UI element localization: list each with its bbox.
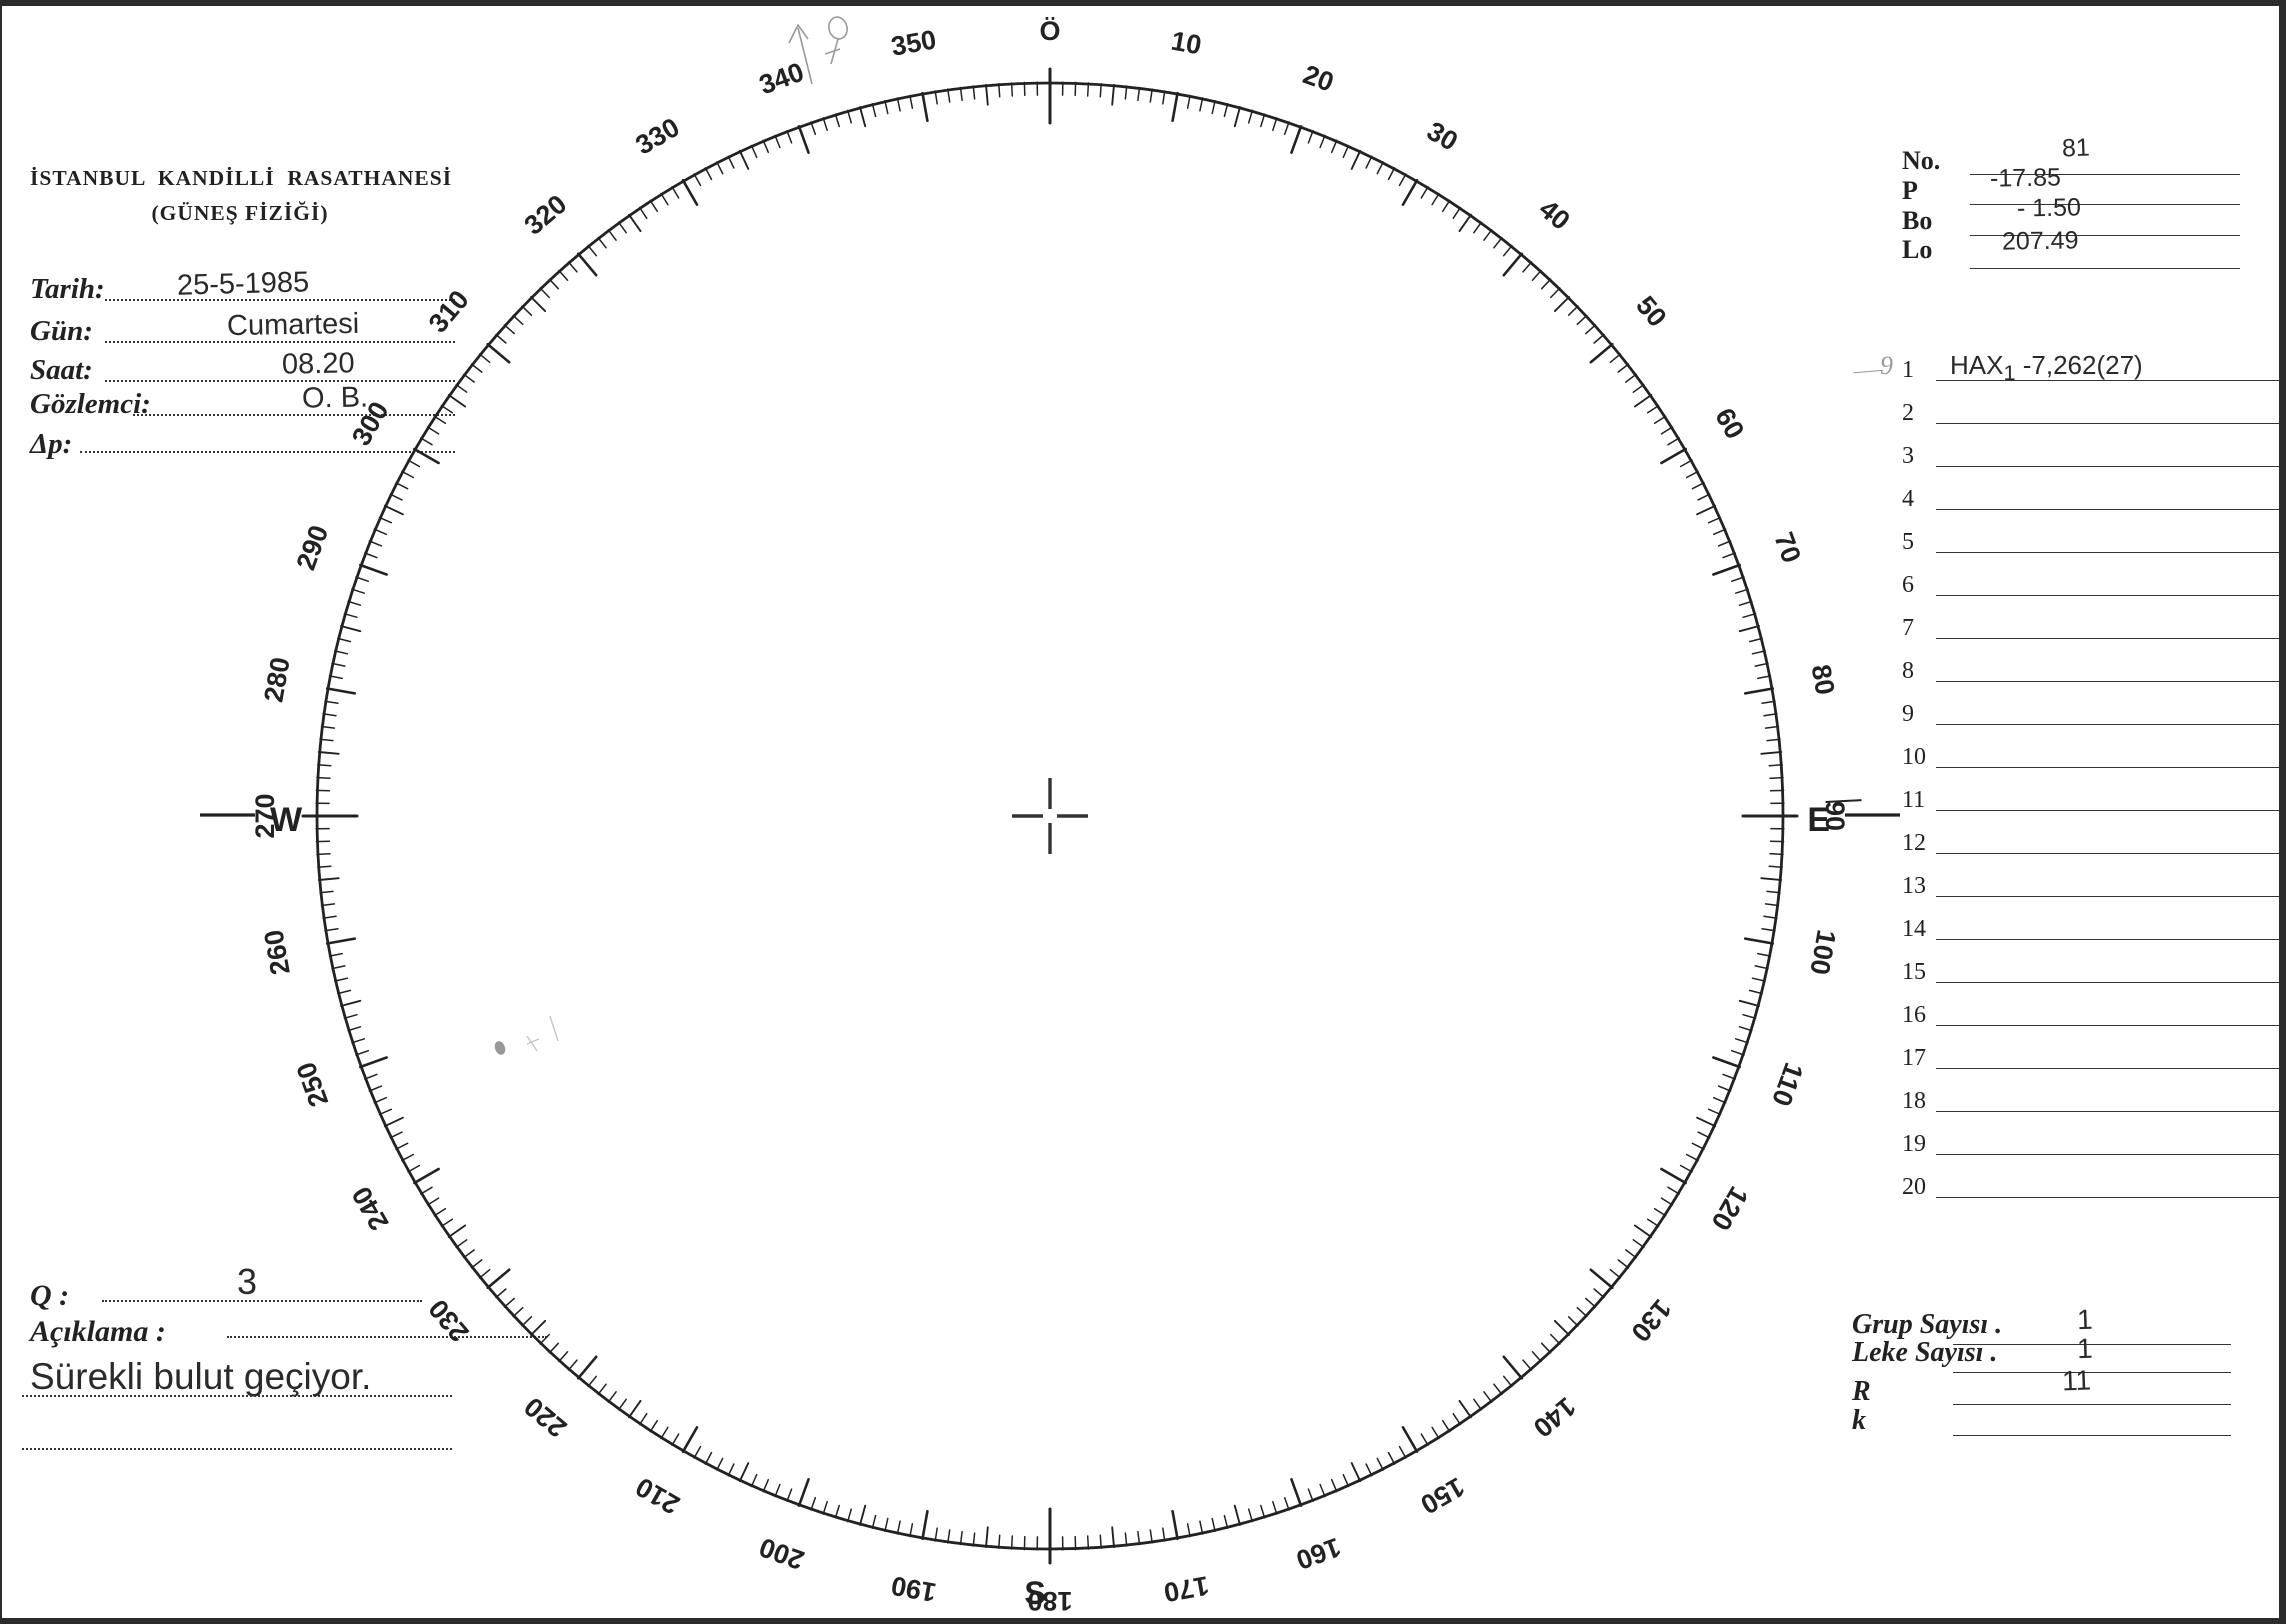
svg-text:250: 250 [291, 1058, 335, 1111]
svg-text:E: E [1807, 801, 1830, 839]
svg-text:160: 160 [1292, 1532, 1345, 1576]
svg-text:340: 340 [755, 57, 808, 101]
svg-text:100: 100 [1804, 928, 1841, 978]
svg-text:280: 280 [258, 655, 295, 705]
svg-text:Ö: Ö [1039, 16, 1060, 46]
svg-text:130: 130 [1625, 1294, 1677, 1348]
svg-text:320: 320 [519, 189, 573, 241]
svg-text:230: 230 [423, 1294, 475, 1348]
svg-text:110: 110 [1766, 1059, 1809, 1110]
svg-text:300: 300 [346, 397, 395, 451]
svg-text:140: 140 [1528, 1391, 1582, 1443]
svg-text:40: 40 [1533, 194, 1575, 236]
svg-text:70: 70 [1768, 528, 1806, 566]
svg-text:50: 50 [1630, 290, 1672, 332]
svg-text:30: 30 [1422, 116, 1463, 157]
svg-text:20: 20 [1299, 59, 1337, 97]
svg-text:350: 350 [889, 24, 939, 61]
svg-text:330: 330 [631, 112, 685, 161]
svg-text:W: W [270, 801, 303, 839]
svg-text:S: S [1024, 1575, 1045, 1611]
svg-text:60: 60 [1709, 403, 1750, 444]
svg-text:290: 290 [291, 521, 335, 574]
svg-text:120: 120 [1705, 1181, 1754, 1235]
svg-text:260: 260 [258, 928, 295, 978]
svg-text:170: 170 [1162, 1570, 1212, 1607]
svg-text:220: 220 [519, 1391, 573, 1443]
svg-text:200: 200 [755, 1532, 808, 1576]
svg-text:210: 210 [631, 1471, 685, 1520]
svg-text:310: 310 [423, 285, 475, 339]
svg-text:80: 80 [1806, 662, 1841, 697]
svg-text:10: 10 [1169, 26, 1204, 61]
svg-text:190: 190 [889, 1570, 939, 1607]
svg-text:150: 150 [1415, 1471, 1469, 1520]
svg-text:240: 240 [346, 1181, 395, 1235]
